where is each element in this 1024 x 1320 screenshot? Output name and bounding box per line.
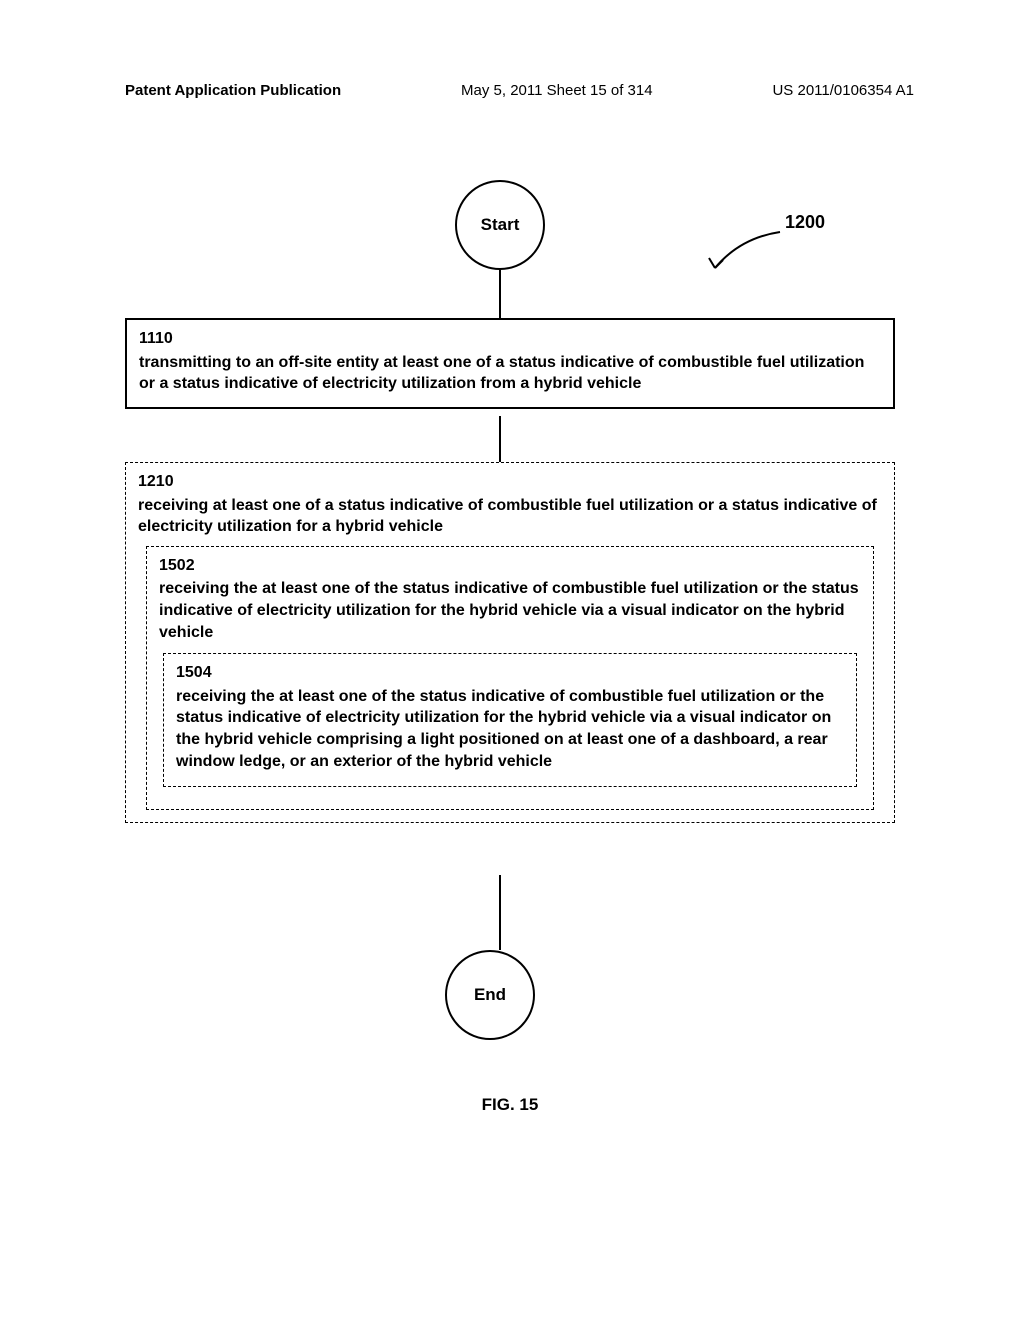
header-right: US 2011/0106354 A1: [772, 82, 914, 99]
header-left: Patent Application Publication: [125, 82, 341, 99]
step-number: 1110: [139, 328, 881, 350]
flowchart-step-1502: 1502 receiving the at least one of the s…: [146, 546, 874, 810]
step-text: transmitting to an off-site entity at le…: [139, 354, 864, 393]
end-label: End: [474, 985, 506, 1005]
step-text: receiving the at least one of the status…: [159, 580, 859, 640]
step-text: receiving the at least one of the status…: [176, 688, 831, 770]
step-number: 1504: [176, 662, 844, 684]
reference-number: 1200: [785, 212, 825, 233]
connector-line: [499, 270, 501, 318]
page-header: Patent Application Publication May 5, 20…: [0, 82, 1024, 99]
reference-arrow-icon: [705, 230, 790, 275]
flowchart-step-1110: 1110 transmitting to an off-site entity …: [125, 318, 895, 409]
header-mid: May 5, 2011 Sheet 15 of 314: [461, 82, 653, 99]
figure-label: FIG. 15: [125, 1095, 895, 1115]
flowchart-step-1504: 1504 receiving the at least one of the s…: [163, 653, 857, 787]
step-number: 1502: [159, 555, 861, 577]
start-label: Start: [481, 215, 520, 235]
connector-line: [499, 416, 501, 462]
start-node: Start: [455, 180, 545, 270]
flowchart-step-1210: 1210 receiving at least one of a status …: [125, 462, 895, 823]
connector-line: [499, 875, 501, 950]
end-node: End: [445, 950, 535, 1040]
step-number: 1210: [138, 471, 882, 493]
step-text: receiving at least one of a status indic…: [138, 497, 877, 536]
